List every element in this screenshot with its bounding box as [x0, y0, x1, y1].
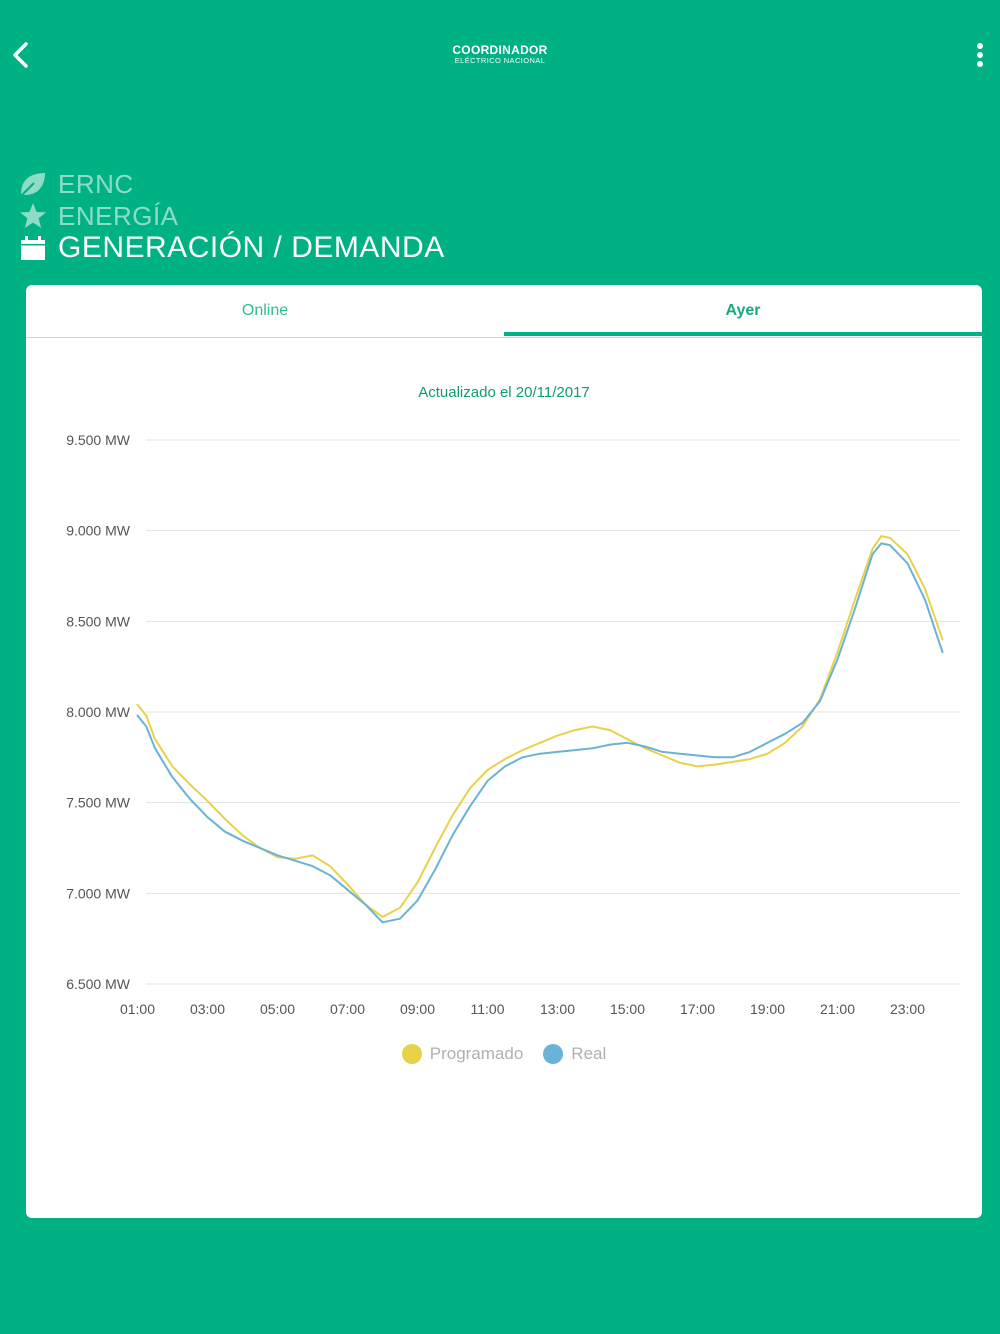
y-tick-label: 9.000 MW	[66, 523, 131, 539]
nav-item-ernc[interactable]: ERNC	[18, 168, 445, 200]
legend-label: Programado	[429, 1044, 524, 1063]
app-logo: COORDINADOR ELÉCTRICO NACIONAL	[0, 44, 1000, 65]
x-tick-label: 11:00	[471, 1001, 505, 1017]
x-tick-label: 05:00	[260, 1001, 295, 1017]
calendar-icon	[18, 233, 48, 263]
x-tick-label: 01:00	[120, 1001, 155, 1017]
x-tick-label: 03:00	[190, 1001, 225, 1017]
chart-card: Online Ayer Actualizado el 20/11/2017 9.…	[26, 285, 982, 1218]
back-button[interactable]	[6, 36, 40, 74]
legend-swatch-programado	[401, 1044, 422, 1064]
legend-swatch-real	[543, 1044, 564, 1064]
logo-main-text: COORDINADOR	[452, 43, 548, 57]
y-tick-label: 9.500 MW	[66, 432, 131, 448]
legend-item-real[interactable]: Real	[543, 1044, 606, 1064]
x-tick-label: 13:00	[540, 1001, 575, 1017]
more-options-button[interactable]	[970, 40, 990, 72]
x-tick-label: 23:00	[890, 1001, 925, 1017]
nav-item-energia[interactable]: ENERGÍA	[18, 200, 445, 232]
tab-bar: Online Ayer	[26, 285, 982, 338]
chevron-left-icon	[13, 42, 28, 68]
nav-item-label: ERNC	[58, 168, 134, 199]
chart-title: Actualizado el 20/11/2017	[418, 384, 590, 401]
section-nav: ERNC ENERGÍA GENERACIÓN / DEMANDA	[18, 168, 445, 264]
nav-item-generacion-demanda[interactable]: GENERACIÓN / DEMANDA	[18, 231, 445, 264]
y-tick-label: 7.000 MW	[66, 885, 131, 901]
nav-item-label: GENERACIÓN / DEMANDA	[58, 231, 445, 264]
x-tick-label: 21:00	[820, 1001, 855, 1017]
top-bar: COORDINADOR ELÉCTRICO NACIONAL	[0, 0, 1000, 110]
y-tick-label: 8.500 MW	[66, 613, 131, 629]
tab-online[interactable]: Online	[241, 302, 289, 319]
demand-line-chart: 9.500 MW 9.000 MW 8.500 MW 8.000 MW 7.500 MW…	[66, 432, 960, 1017]
logo-sub-text: ELÉCTRICO NACIONAL	[454, 56, 546, 65]
x-tick-label: 15:00	[610, 1001, 645, 1017]
chart-legend: Programado Real	[26, 1044, 982, 1064]
x-tick-label: 19:00	[750, 1001, 785, 1017]
x-tick-label: 17:00	[680, 1001, 715, 1017]
star-icon	[18, 201, 48, 231]
x-tick-label: 09:00	[400, 1001, 435, 1017]
nav-item-label: ENERGÍA	[58, 200, 179, 231]
legend-item-programado[interactable]: Programado	[401, 1044, 524, 1064]
series-line-real	[136, 542, 944, 924]
legend-label: Real	[571, 1044, 607, 1063]
more-vert-icon	[977, 43, 983, 49]
leaf-icon	[18, 169, 48, 199]
y-tick-label: 8.000 MW	[66, 704, 131, 720]
active-tab-indicator	[504, 332, 982, 336]
tab-ayer[interactable]: Ayer	[725, 302, 761, 319]
x-tick-label: 07:00	[330, 1001, 365, 1017]
y-tick-label: 7.500 MW	[66, 795, 131, 811]
series-line-programado	[136, 535, 944, 918]
y-tick-label: 6.500 MW	[66, 976, 131, 992]
